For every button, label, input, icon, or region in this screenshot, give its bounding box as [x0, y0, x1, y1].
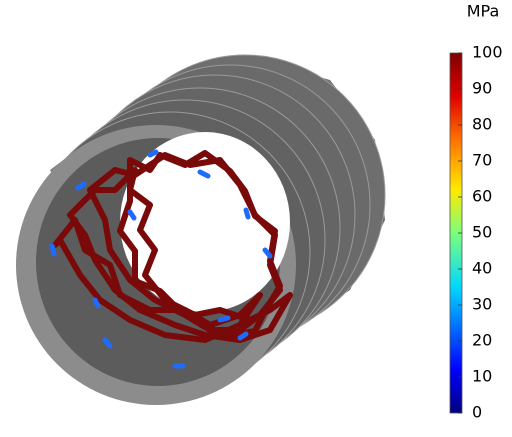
- colorbar-tick-label: 70: [472, 151, 492, 170]
- colorbar-tick-label: 40: [472, 259, 492, 278]
- colorbar-tick-label: 30: [472, 295, 492, 314]
- colorbar-tick-label: 80: [472, 115, 492, 134]
- stent-highlights: [49, 149, 273, 369]
- colorbar-tick-label: 0: [472, 403, 482, 422]
- colorbar-tick-label: 50: [472, 223, 492, 242]
- stent: [52, 150, 293, 343]
- colorbar-tick-label: 60: [472, 187, 492, 206]
- colorbar-tick-label: 90: [472, 79, 492, 98]
- colorbar-tick-label: 20: [472, 331, 492, 350]
- colorbar-unit: MPa: [467, 2, 500, 21]
- colorbar-tick-label: 10: [472, 367, 492, 386]
- colorbar-tick-label: 100: [472, 43, 503, 62]
- tube: [16, 54, 386, 405]
